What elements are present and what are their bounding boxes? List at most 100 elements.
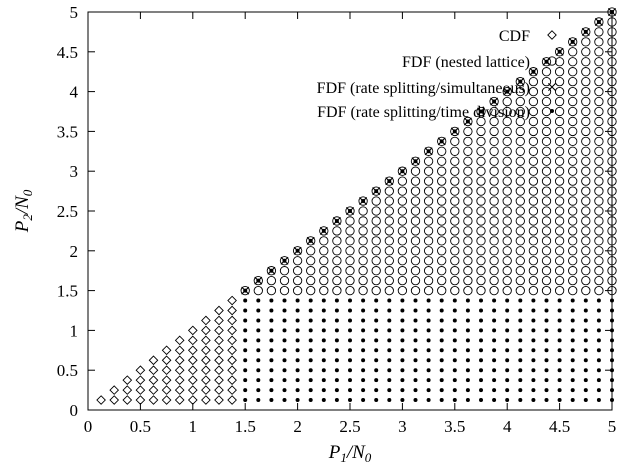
time-division-point — [531, 348, 536, 353]
time-division-point — [570, 298, 575, 303]
nested-lattice-point — [568, 206, 578, 216]
nested-lattice-point — [463, 126, 473, 137]
time-division-point — [413, 159, 418, 164]
nested-lattice-point — [319, 256, 329, 266]
time-division-point — [387, 398, 392, 403]
x-tick-label: 3 — [398, 417, 407, 436]
cdf-point — [201, 375, 211, 385]
nested-lattice-point — [581, 246, 591, 256]
time-division-point — [374, 348, 379, 353]
nested-lattice-point — [541, 206, 552, 216]
time-division-point — [518, 308, 523, 313]
nested-lattice-point — [279, 275, 290, 286]
nested-lattice-point — [463, 275, 473, 286]
time-division-point — [295, 308, 300, 313]
time-division-point — [596, 368, 601, 373]
nested-lattice-point — [410, 285, 421, 296]
time-division-point — [413, 368, 418, 373]
x-tick-label: 1.5 — [235, 417, 256, 436]
nested-lattice-point — [371, 285, 381, 296]
nested-lattice-point — [266, 285, 277, 296]
nested-lattice-point — [594, 146, 604, 156]
nested-lattice-point — [489, 266, 499, 276]
cdf-point — [201, 395, 211, 405]
time-division-point — [465, 358, 470, 363]
nested-lattice-point — [489, 275, 499, 286]
nested-lattice-point — [568, 176, 578, 186]
cdf-point — [174, 385, 185, 395]
cdf-point — [227, 305, 237, 316]
time-division-point — [413, 338, 418, 343]
time-division-point — [531, 308, 536, 313]
time-division-point — [452, 129, 457, 134]
nested-lattice-point — [594, 216, 604, 226]
cdf-point — [227, 395, 237, 405]
time-division-point — [334, 298, 339, 303]
nested-lattice-point — [489, 136, 499, 147]
nested-lattice-point — [463, 236, 473, 246]
legend-marker — [548, 83, 556, 91]
time-division-point — [557, 328, 562, 333]
nested-lattice-point — [568, 266, 578, 276]
time-division-point — [348, 338, 352, 343]
time-division-point — [596, 358, 601, 363]
nested-lattice-point — [528, 206, 539, 216]
time-division-point — [243, 318, 248, 323]
time-division-point — [583, 358, 588, 363]
time-division-point — [505, 368, 510, 373]
nested-lattice-point — [423, 166, 434, 176]
nested-lattice-point — [554, 106, 565, 117]
x-tick-label: 4 — [503, 417, 512, 436]
time-division-point — [439, 398, 444, 403]
time-division-point — [413, 378, 418, 383]
nested-lattice-point — [502, 116, 512, 127]
time-division-point — [518, 368, 523, 373]
time-division-point — [583, 378, 588, 383]
nested-lattice-point — [554, 146, 565, 156]
cdf-point — [174, 355, 185, 366]
nested-lattice-point — [528, 246, 539, 256]
time-division-point — [452, 348, 457, 353]
nested-lattice-point — [554, 226, 565, 236]
nested-lattice-point — [541, 186, 552, 196]
time-division-point — [361, 358, 366, 363]
cdf-point — [227, 315, 237, 326]
nested-lattice-point — [397, 246, 408, 256]
time-division-point — [282, 338, 287, 343]
nested-lattice-point — [581, 136, 591, 147]
time-division-point — [334, 218, 339, 223]
nested-lattice-point — [450, 146, 460, 156]
nested-lattice-point — [306, 236, 316, 246]
nested-lattice-point — [397, 275, 408, 286]
time-division-point — [465, 318, 470, 323]
nested-lattice-point — [541, 216, 552, 226]
time-division-point — [596, 298, 601, 303]
time-division-point — [505, 378, 510, 383]
nested-lattice-point — [489, 256, 499, 266]
time-division-point — [518, 348, 523, 353]
nested-lattice-point — [594, 136, 604, 147]
nested-lattice-point — [502, 246, 512, 256]
nested-lattice-point — [594, 67, 604, 77]
nested-lattice-point — [476, 236, 486, 246]
nested-lattice-point — [489, 176, 499, 186]
nested-lattice-point — [568, 57, 578, 67]
nested-lattice-point — [568, 126, 578, 137]
nested-lattice-point — [384, 275, 394, 286]
nested-lattice-point — [423, 196, 434, 206]
time-division-point — [465, 298, 470, 303]
time-division-point — [583, 298, 588, 303]
nested-lattice-point — [554, 67, 565, 77]
nested-lattice-point — [253, 285, 263, 296]
time-division-point — [426, 388, 431, 393]
time-division-point — [531, 398, 536, 403]
nested-lattice-point — [450, 226, 460, 236]
time-division-point — [256, 398, 261, 403]
nested-lattice-point — [423, 216, 434, 226]
cdf-point — [161, 395, 172, 405]
time-division-point — [583, 318, 588, 323]
nested-lattice-point — [423, 236, 434, 246]
nested-lattice-point — [502, 206, 512, 216]
nested-lattice-point — [515, 236, 525, 246]
